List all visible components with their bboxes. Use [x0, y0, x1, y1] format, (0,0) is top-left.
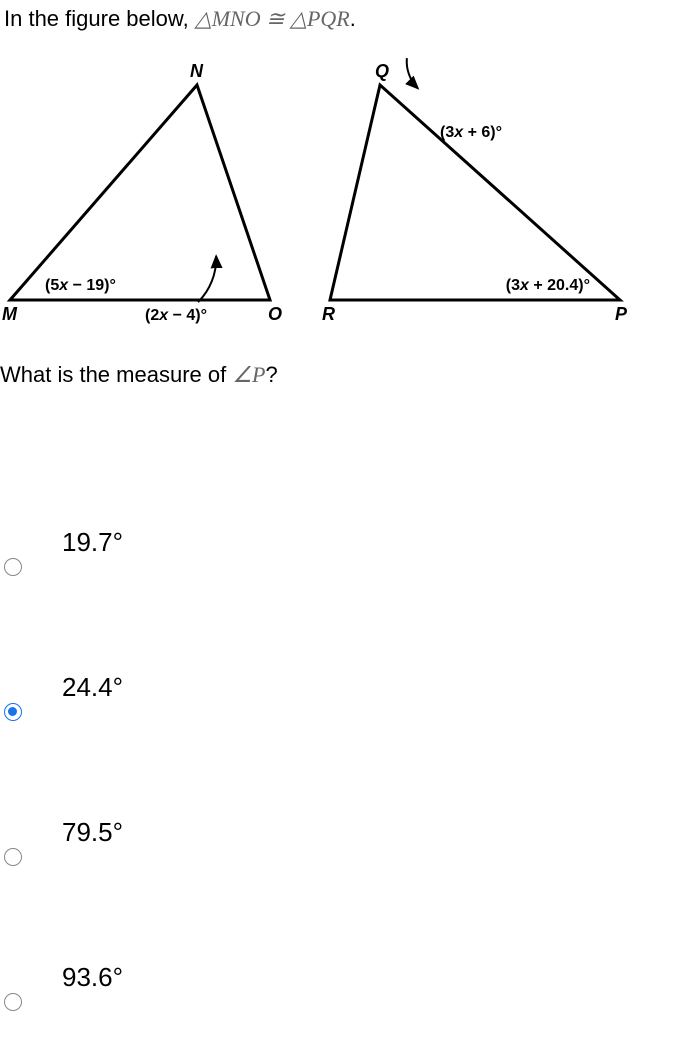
- option-label: 93.6°: [62, 962, 123, 1011]
- option-row[interactable]: 93.6°: [4, 886, 698, 1031]
- option-label: 79.5°: [62, 817, 123, 866]
- option-row[interactable]: 79.5°: [4, 741, 698, 886]
- svg-text:Q: Q: [375, 61, 389, 81]
- triangles-svg: M N O (5x − 19)° (2x − 4)° R Q P (3x + 6)° (3x + …: [0, 55, 630, 345]
- svg-text:(3x + 20.4)°: (3x + 20.4)°: [506, 277, 590, 294]
- svg-text:P: P: [615, 304, 628, 324]
- radio-button[interactable]: [4, 703, 22, 721]
- radio-button[interactable]: [4, 993, 22, 1011]
- triangles-diagram: M N O (5x − 19)° (2x − 4)° R Q P (3x + 6)° (3x + …: [0, 35, 698, 360]
- svg-text:O: O: [268, 304, 282, 324]
- svg-text:(5x − 19)°: (5x − 19)°: [45, 277, 116, 294]
- stem-prefix: In the figure below,: [4, 6, 195, 31]
- option-label: 24.4°: [62, 672, 123, 721]
- stem-suffix: .: [350, 6, 356, 31]
- option-label: 19.7°: [62, 527, 123, 576]
- svg-text:R: R: [322, 304, 335, 324]
- radio-button[interactable]: [4, 558, 22, 576]
- ask-angle: ∠P: [232, 362, 265, 387]
- radio-button[interactable]: [4, 848, 22, 866]
- ask-suffix: ?: [266, 362, 278, 387]
- ask-prefix: What is the measure of: [0, 362, 232, 387]
- svg-text:N: N: [190, 61, 204, 81]
- question-ask: What is the measure of ∠P?: [0, 360, 698, 391]
- question-stem: In the figure below, △MNO ≅ △PQR.: [0, 0, 698, 35]
- svg-text:M: M: [2, 304, 18, 324]
- svg-text:(2x − 4)°: (2x − 4)°: [145, 307, 207, 324]
- option-row[interactable]: 19.7°: [4, 451, 698, 596]
- svg-text:(3x + 6)°: (3x + 6)°: [440, 124, 502, 141]
- options-group: 19.7° 24.4° 79.5° 93.6°: [0, 391, 698, 1031]
- stem-math: △MNO ≅ △PQR: [195, 6, 350, 31]
- option-row[interactable]: 24.4°: [4, 596, 698, 741]
